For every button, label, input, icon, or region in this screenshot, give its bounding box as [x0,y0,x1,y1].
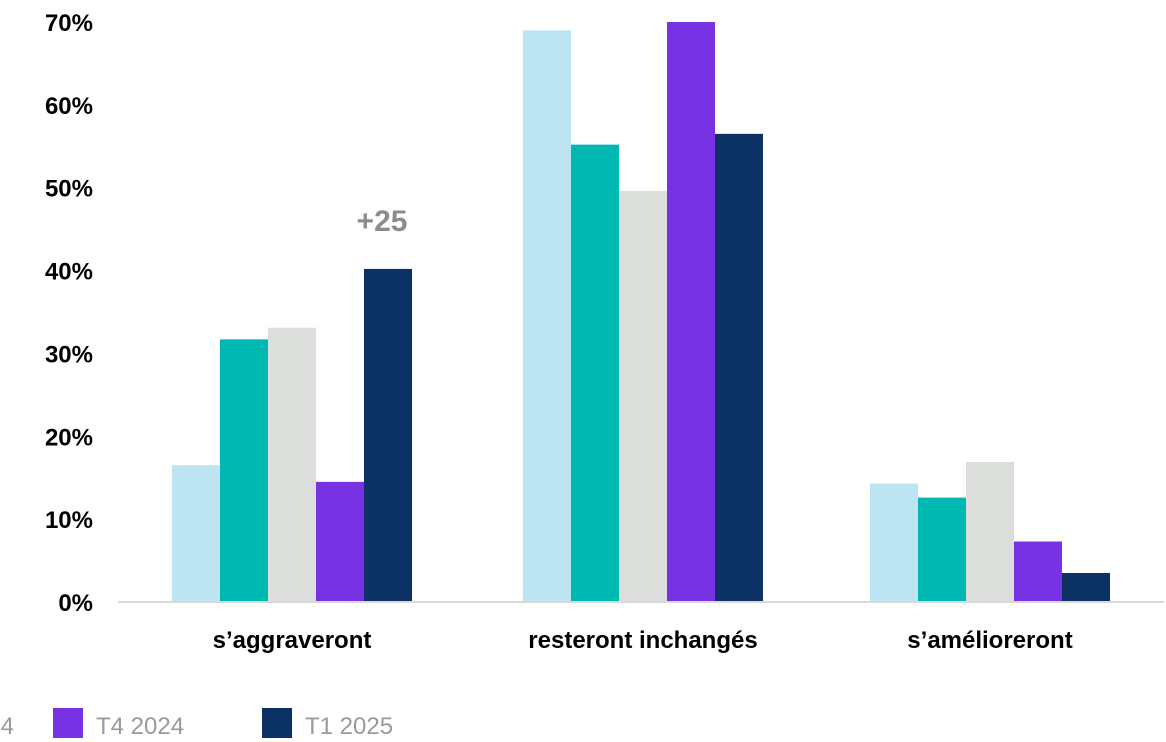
category-label: s’amélioreront [907,627,1072,654]
bar [918,497,966,602]
y-tick-label: 60% [45,93,93,120]
y-tick-label: 10% [45,507,93,534]
category-labels: s’aggraveront resteront inchangés s’amélio… [213,627,1073,654]
category-label: resteront inchangés [528,627,757,654]
legend: 4 T4 2024 T1 2025 [1,708,393,740]
bar [619,191,667,602]
bar [220,339,268,602]
legend-swatch [262,708,292,738]
legend-cropped-label: 4 [1,713,14,740]
bar [523,30,571,603]
legend-label: T4 2024 [96,713,184,740]
y-tick-label: 0% [58,590,93,617]
bar [571,144,619,602]
bar [268,327,316,602]
legend-swatch [53,708,83,738]
bar [172,465,220,602]
bars [172,22,1110,603]
bar [715,133,763,602]
y-axis-ticks: 0% 10% 20% 30% 40% 50% 60% 70% [45,10,93,617]
category-label: s’aggraveront [213,627,372,654]
y-tick-label: 70% [45,10,93,37]
y-tick-label: 40% [45,259,93,286]
bar [1062,573,1110,602]
bar [316,481,364,602]
bar [966,461,1014,602]
y-tick-label: 20% [45,424,93,451]
bar [1014,541,1062,602]
bar [364,268,412,602]
bar [667,22,715,602]
bar [870,483,918,602]
annotation-label: +25 [357,205,408,238]
annotations: +25 [357,205,408,238]
y-tick-label: 30% [45,341,93,368]
y-tick-label: 50% [45,176,93,203]
legend-label: T1 2025 [305,713,393,740]
